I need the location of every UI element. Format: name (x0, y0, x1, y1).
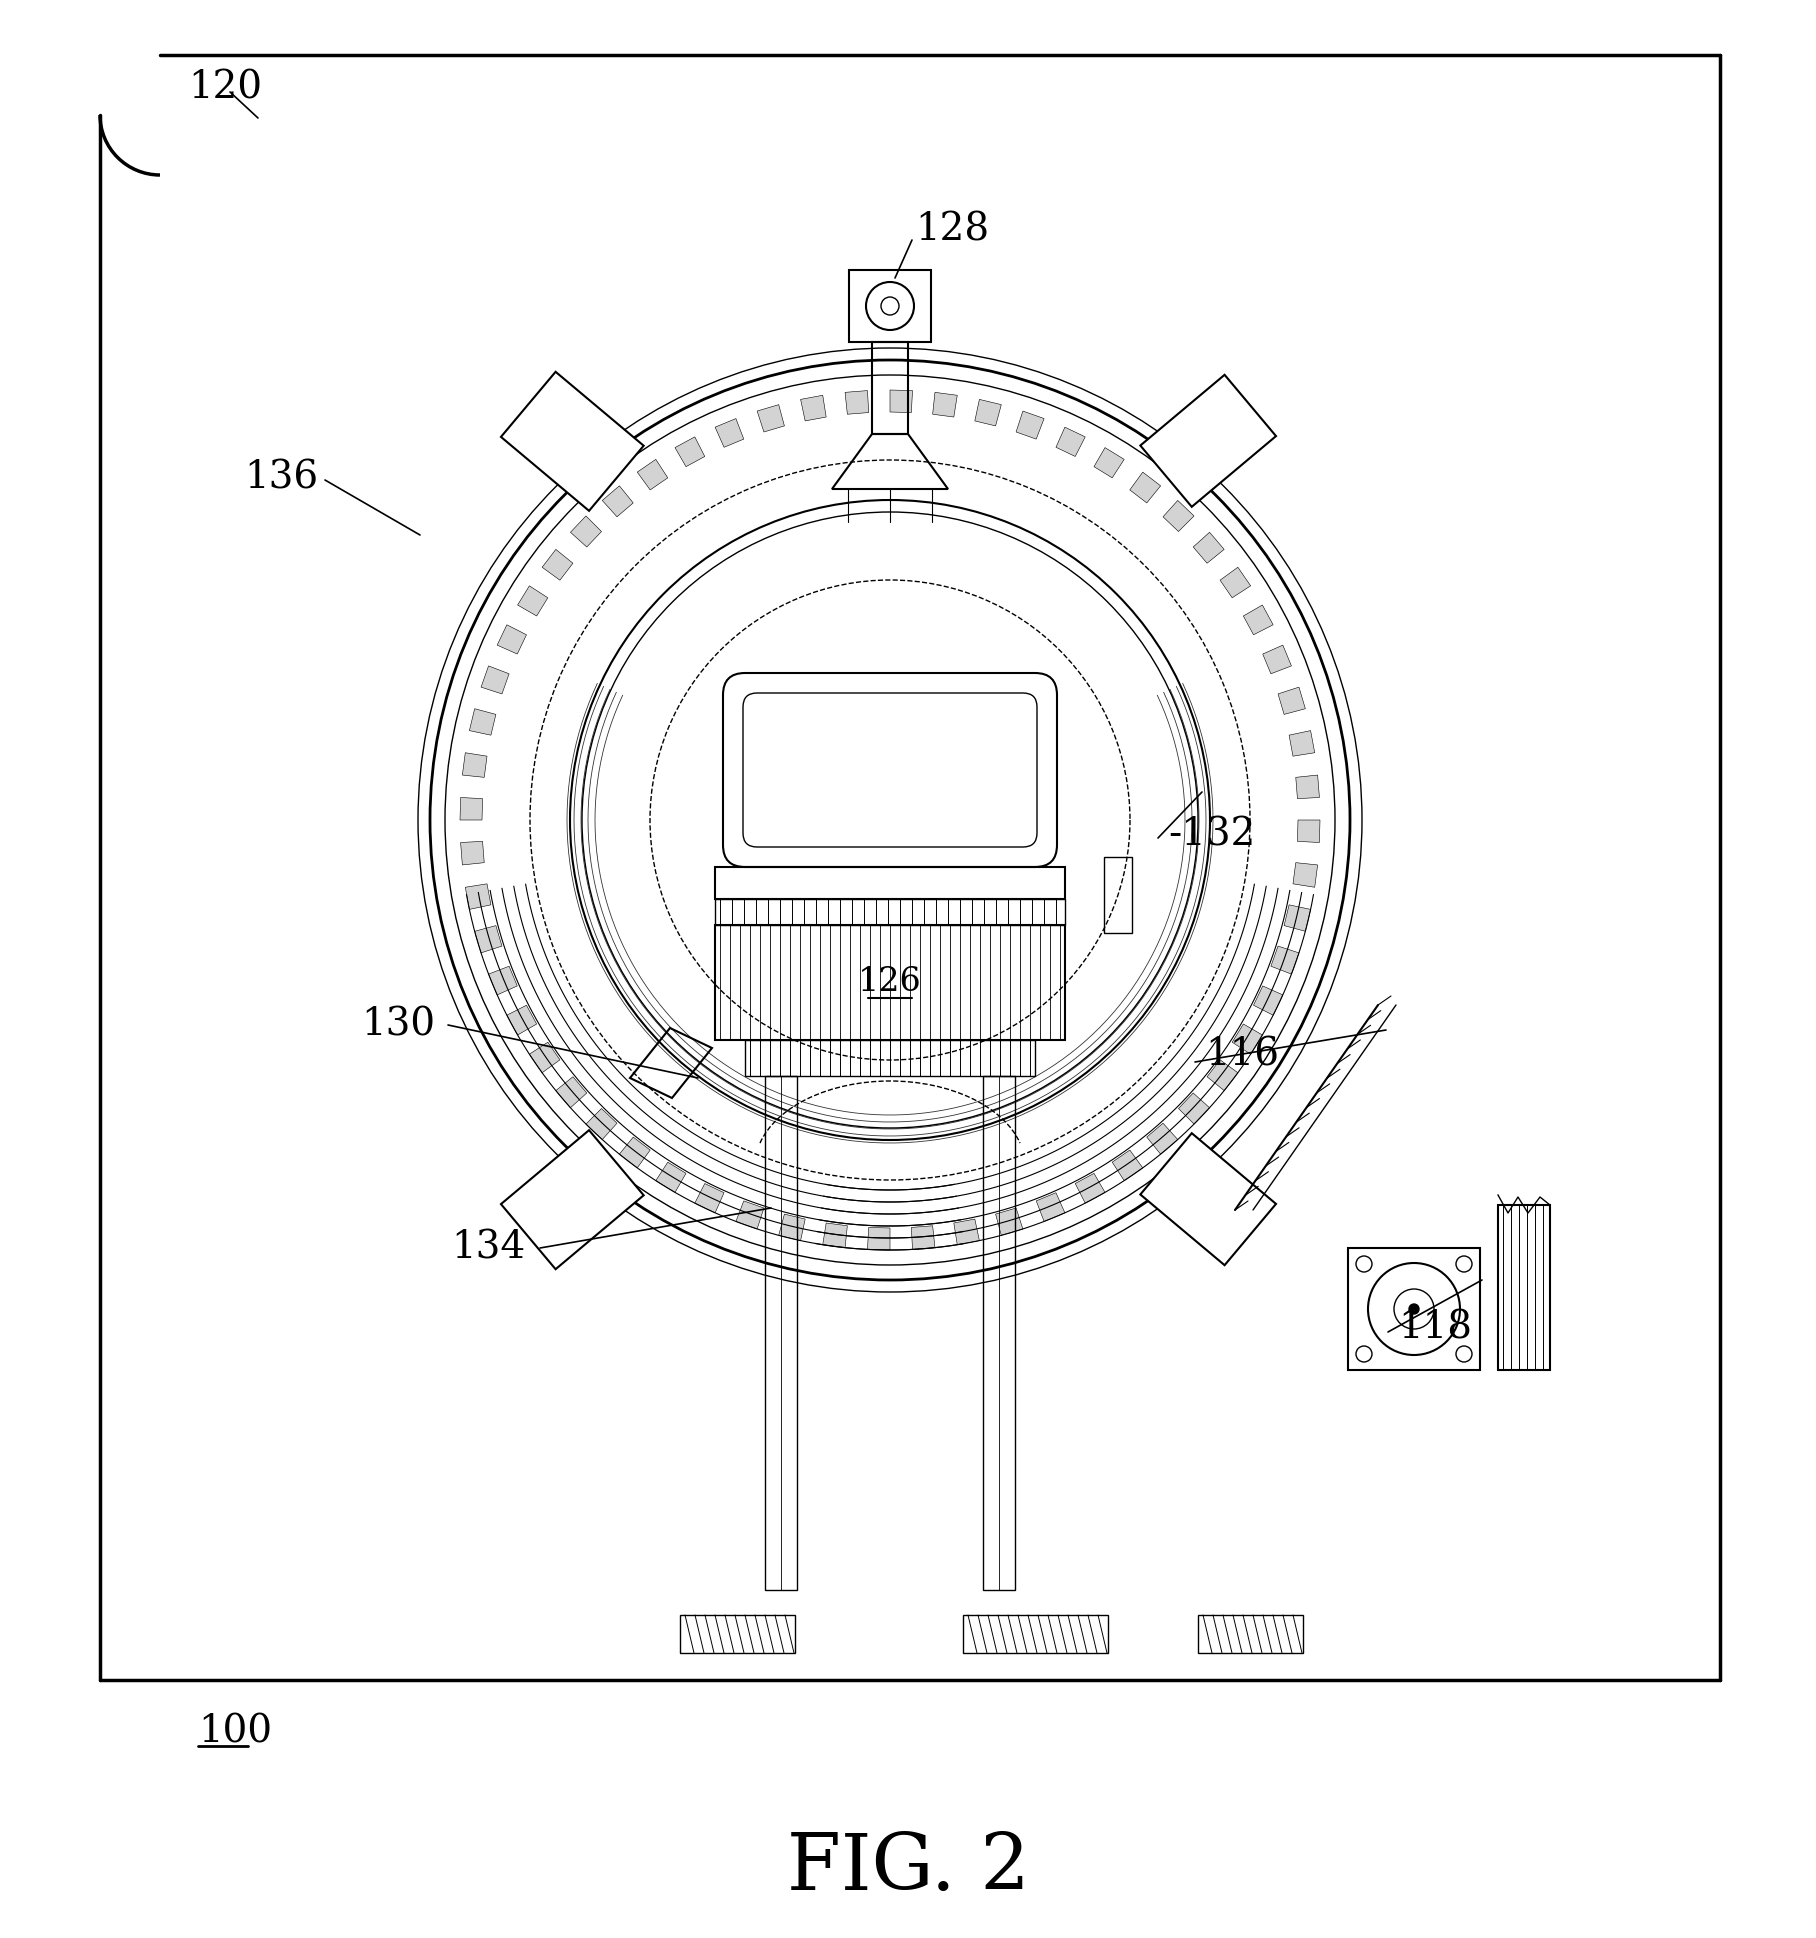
Bar (1140, 1134, 1277, 1266)
Polygon shape (1193, 533, 1224, 564)
Polygon shape (1111, 1149, 1142, 1180)
Polygon shape (1244, 605, 1273, 636)
Bar (1199, 1614, 1304, 1653)
Bar (716, 866, 1064, 899)
Polygon shape (1297, 775, 1320, 798)
Polygon shape (779, 1213, 804, 1240)
Bar (716, 899, 1064, 924)
Circle shape (1409, 1304, 1418, 1314)
Polygon shape (1208, 1060, 1239, 1091)
Polygon shape (716, 419, 745, 448)
Polygon shape (587, 1109, 617, 1140)
Polygon shape (507, 1006, 538, 1035)
Polygon shape (498, 624, 527, 653)
Polygon shape (801, 395, 826, 421)
Text: 116: 116 (1206, 1037, 1278, 1074)
Polygon shape (656, 1163, 686, 1192)
Polygon shape (1271, 946, 1298, 975)
Polygon shape (530, 1043, 559, 1074)
Bar (982, 1076, 1015, 1589)
Polygon shape (463, 752, 487, 777)
Polygon shape (459, 798, 483, 820)
Text: 120: 120 (189, 70, 262, 107)
Polygon shape (1179, 1093, 1209, 1124)
Bar (872, 341, 908, 434)
Polygon shape (461, 841, 485, 864)
Polygon shape (844, 391, 868, 415)
Polygon shape (975, 399, 1001, 426)
Bar (1498, 1205, 1551, 1370)
Polygon shape (933, 391, 957, 417)
Bar (716, 924, 1064, 1041)
Polygon shape (637, 459, 668, 490)
Polygon shape (1146, 1124, 1179, 1155)
Bar (1140, 374, 1277, 508)
Text: -132: -132 (1168, 816, 1255, 853)
Polygon shape (1055, 426, 1086, 457)
Polygon shape (1262, 645, 1291, 674)
Polygon shape (995, 1207, 1022, 1235)
Polygon shape (1162, 500, 1195, 531)
Text: 134: 134 (452, 1229, 527, 1267)
Text: 118: 118 (1398, 1310, 1473, 1347)
Polygon shape (1293, 862, 1318, 888)
Polygon shape (676, 436, 705, 467)
Text: 130: 130 (361, 1006, 436, 1043)
Polygon shape (518, 585, 548, 616)
Polygon shape (469, 709, 496, 735)
Polygon shape (570, 516, 601, 547)
Polygon shape (1297, 820, 1320, 843)
Polygon shape (556, 1078, 587, 1109)
Polygon shape (474, 926, 501, 953)
Polygon shape (757, 405, 785, 432)
Bar (679, 1614, 795, 1653)
Polygon shape (1289, 731, 1315, 756)
Polygon shape (619, 1138, 650, 1169)
Polygon shape (543, 548, 572, 579)
Polygon shape (953, 1219, 979, 1244)
Polygon shape (489, 967, 518, 994)
Text: 126: 126 (859, 965, 923, 998)
Polygon shape (1284, 905, 1311, 932)
Bar (1104, 857, 1131, 932)
Bar (501, 372, 643, 512)
Bar (501, 1130, 643, 1269)
Polygon shape (1075, 1172, 1104, 1203)
Polygon shape (1253, 986, 1282, 1016)
Text: 100: 100 (198, 1713, 272, 1750)
Polygon shape (1130, 473, 1160, 504)
Polygon shape (1093, 448, 1124, 479)
Polygon shape (603, 486, 634, 517)
Bar (765, 1076, 797, 1589)
Polygon shape (735, 1202, 765, 1229)
Text: FIG. 2: FIG. 2 (786, 1829, 1030, 1905)
Text: 136: 136 (243, 459, 318, 496)
Polygon shape (1233, 1023, 1262, 1054)
Bar (1347, 1248, 1480, 1370)
Polygon shape (1017, 411, 1044, 440)
Polygon shape (696, 1184, 725, 1213)
Polygon shape (1278, 688, 1306, 715)
Bar (745, 1041, 1035, 1076)
Text: 128: 128 (915, 211, 990, 248)
Polygon shape (1220, 568, 1251, 597)
Bar (962, 1614, 1108, 1653)
Polygon shape (868, 1227, 890, 1250)
Polygon shape (465, 884, 490, 909)
Polygon shape (890, 390, 912, 413)
Bar (850, 269, 932, 341)
Polygon shape (1037, 1192, 1064, 1221)
Polygon shape (823, 1223, 848, 1248)
Polygon shape (912, 1225, 935, 1250)
Polygon shape (481, 667, 508, 694)
